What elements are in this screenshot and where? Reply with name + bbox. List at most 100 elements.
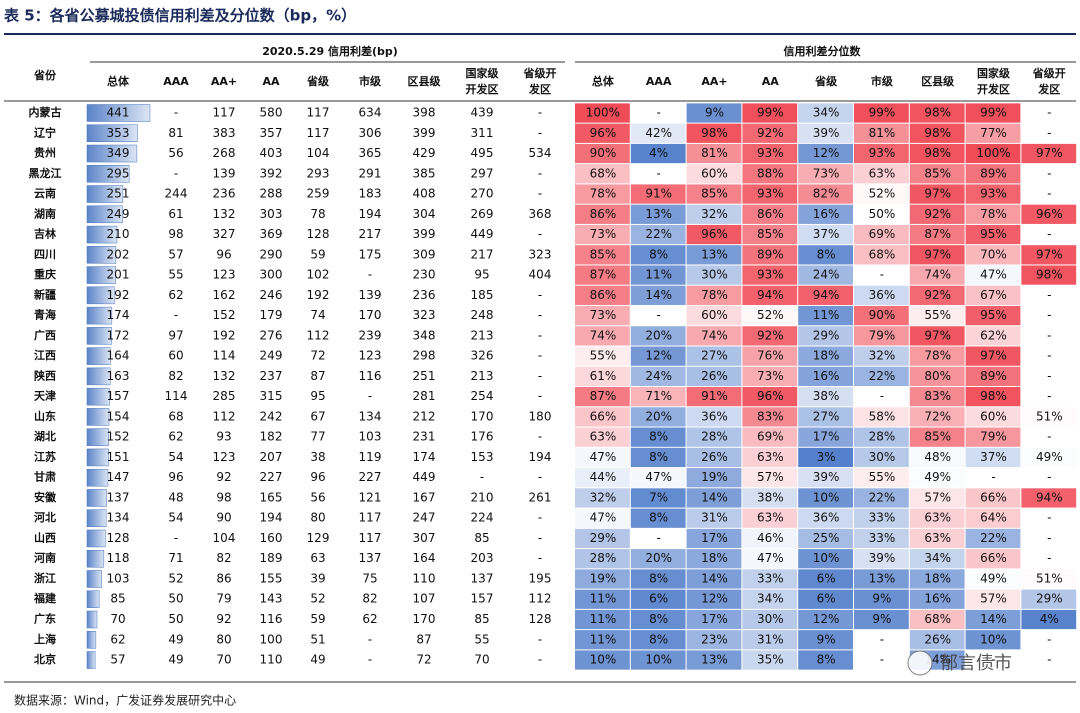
pct-value: 52% <box>869 187 896 201</box>
pct-cell <box>686 164 742 184</box>
pct-cell <box>1021 387 1077 407</box>
spread-value: 81 <box>168 126 183 140</box>
spread-value: - <box>538 106 542 120</box>
column-header: 总体 <box>107 74 130 88</box>
pct-cell <box>575 123 630 143</box>
spread-value: 80 <box>216 632 231 646</box>
pct-value: 10% <box>813 490 840 504</box>
pct-value: 34% <box>924 551 951 565</box>
spread-value: 96 <box>310 470 325 484</box>
pct-value: 55% <box>869 470 896 484</box>
pct-value: 17% <box>813 430 840 444</box>
source: 数据来源：Wind，广发证券发展研究中心 <box>14 693 236 708</box>
pct-cell <box>854 427 909 447</box>
spread-value: 495 <box>471 146 494 160</box>
pct-value: 63% <box>869 166 896 180</box>
column-header: 开发区 <box>466 82 499 96</box>
pct-cell <box>575 184 630 204</box>
pct-value: 29% <box>813 328 840 342</box>
province: 河南 <box>34 551 56 565</box>
column-header: 省级 <box>306 74 330 88</box>
spread-value: - <box>538 511 542 525</box>
spread-value: 123 <box>213 268 236 282</box>
pct-cell <box>1021 427 1077 447</box>
spread-bar <box>86 651 96 669</box>
spread-value: 85 <box>474 612 489 626</box>
pct-cell <box>630 184 686 204</box>
spread-value: 449 <box>413 470 436 484</box>
pct-cell <box>575 387 630 407</box>
pct-value: 91% <box>701 389 728 403</box>
spread-value: 441 <box>107 106 130 120</box>
pct-value: 98% <box>924 146 951 160</box>
pct-cell <box>1021 569 1077 589</box>
pct-value: - <box>1047 511 1051 525</box>
spread-value: 112 <box>307 328 330 342</box>
spread-bar <box>86 124 138 143</box>
spread-value: 311 <box>471 126 494 140</box>
spread-value: 304 <box>413 207 436 221</box>
pct-cell <box>1021 245 1077 265</box>
pct-value: 69% <box>757 430 784 444</box>
pct-cell <box>630 346 686 366</box>
spread-value: 227 <box>359 470 382 484</box>
spread-value: 117 <box>307 126 330 140</box>
province: 山东 <box>34 409 56 423</box>
spread-bar <box>86 468 109 487</box>
pct-value: 8% <box>649 430 668 444</box>
pct-value: 28% <box>869 430 896 444</box>
spread-value: 93 <box>216 430 231 444</box>
pct-cell <box>742 630 798 650</box>
pct-cell <box>575 224 630 245</box>
pct-cell <box>630 224 686 245</box>
spread-value: 248 <box>471 308 494 322</box>
pct-cell <box>798 224 853 245</box>
spread-value: 269 <box>471 207 494 221</box>
pct-value: 31% <box>701 511 728 525</box>
pct-value: 12% <box>645 349 672 363</box>
pct-cell <box>909 488 965 508</box>
pct-value: 30% <box>701 268 728 282</box>
pct-value: 6% <box>649 592 668 606</box>
pct-value: 68% <box>590 166 617 180</box>
pct-value: 9% <box>872 592 891 606</box>
pct-value: 51% <box>1036 409 1063 423</box>
pct-value: 93% <box>980 187 1007 201</box>
pct-cell <box>854 204 909 224</box>
pct-value: 36% <box>701 409 728 423</box>
spread-value: 227 <box>260 470 283 484</box>
pct-cell <box>798 468 853 488</box>
pct-value: 39% <box>869 551 896 565</box>
pct-value: 83% <box>924 389 951 403</box>
spread-value: 237 <box>260 369 283 383</box>
spread-value: 55 <box>168 268 183 282</box>
spread-value: 534 <box>529 146 552 160</box>
spread-value: - <box>174 166 178 180</box>
spread-value: 103 <box>107 571 130 585</box>
pct-cell <box>630 468 686 488</box>
pct-cell <box>686 508 742 528</box>
pct-cell <box>742 204 798 224</box>
pct-value: 63% <box>924 511 951 525</box>
spread-value: 56 <box>168 146 183 160</box>
column-header: AA <box>262 75 280 88</box>
spread-value: 50 <box>168 592 183 606</box>
pct-cell <box>965 447 1021 468</box>
pct-cell <box>630 103 686 123</box>
pct-cell <box>965 285 1021 305</box>
pct-value: 76% <box>757 349 784 363</box>
spread-value: 154 <box>107 409 130 423</box>
pct-value: 12% <box>813 146 840 160</box>
spread-value: 164 <box>413 551 436 565</box>
pct-cell <box>854 265 909 285</box>
pct-value: 34% <box>757 592 784 606</box>
spread-value: 192 <box>213 328 236 342</box>
pct-cell <box>798 184 853 204</box>
spread-value: 249 <box>107 207 130 221</box>
pct-value: 73% <box>813 166 840 180</box>
pct-cell <box>575 447 630 468</box>
watermark: 郁言债市 <box>940 653 1012 674</box>
pct-cell <box>1021 366 1077 387</box>
pct-cell <box>798 103 853 123</box>
pct-value: 73% <box>590 308 617 322</box>
